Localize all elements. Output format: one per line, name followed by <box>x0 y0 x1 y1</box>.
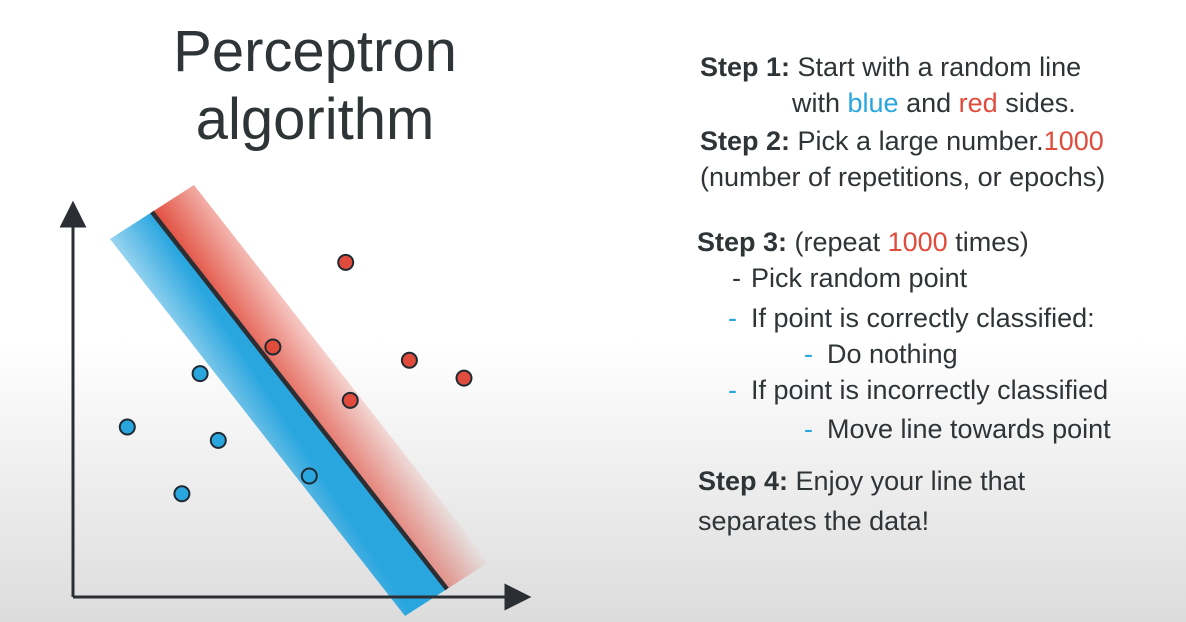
step1-label: Step 1: <box>700 52 791 82</box>
step2-text: Pick a large number. <box>797 126 1044 156</box>
bullet-dash: - <box>728 303 737 333</box>
step2-number: 1000 <box>1043 126 1104 156</box>
step4-label: Step 4: <box>698 466 789 496</box>
red-point <box>455 369 473 387</box>
bullet-dash: - <box>804 339 813 369</box>
step3-item: - If point is incorrectly classified <box>728 373 1108 407</box>
item-text: If point is correctly classified: <box>751 303 1095 333</box>
red-word: red <box>958 88 998 118</box>
blue-point <box>300 467 318 485</box>
step4-text: Enjoy your line that <box>795 466 1026 496</box>
step1-with: with <box>792 88 841 118</box>
step3-pre: (repeat <box>794 227 881 257</box>
step2-line-1: Step 2: Pick a large number.1000 <box>700 124 1104 158</box>
blue-side-band <box>110 212 447 616</box>
step1-and: and <box>906 88 952 118</box>
slide-title: Perceptron algorithm <box>120 18 510 154</box>
step1-sides: sides. <box>1005 88 1076 118</box>
red-point <box>264 338 282 356</box>
bullet-dash: - <box>728 375 737 405</box>
blue-point <box>118 418 136 436</box>
step3-item: - Move line towards point <box>804 412 1111 446</box>
data-points <box>118 253 473 503</box>
step2-label: Step 2: <box>700 126 791 156</box>
step1-line-2: with blue and red sides. <box>792 86 1076 120</box>
step3-post: times) <box>955 227 1029 257</box>
blue-point <box>209 431 227 449</box>
item-text: Do nothing <box>827 339 958 369</box>
title-line-2: algorithm <box>195 87 435 152</box>
title-line-1: Perceptron <box>173 19 457 84</box>
step4-line-1: Step 4: Enjoy your line that <box>698 464 1025 498</box>
step3-number: 1000 <box>887 227 948 257</box>
blue-point <box>191 365 209 383</box>
step1-line-1: Step 1: Start with a random line <box>700 50 1081 84</box>
item-text: Move line towards point <box>827 414 1111 444</box>
red-point <box>400 351 418 369</box>
bullet-dash: - <box>804 414 813 444</box>
decision-line <box>150 210 449 591</box>
step2-note: (number of repetitions, or epochs) <box>700 162 1106 192</box>
step3-item: - Pick random point <box>732 261 967 295</box>
step3-item: - Do nothing <box>804 337 958 371</box>
red-point <box>341 391 359 409</box>
red-point <box>337 253 355 271</box>
blue-word: blue <box>847 88 899 118</box>
blue-point <box>173 485 191 503</box>
step1-text: Start with a random line <box>797 52 1082 82</box>
step3-item: - If point is correctly classified: <box>728 301 1095 335</box>
step3-label: Step 3: <box>697 227 788 257</box>
bullet-dash: - <box>732 263 741 293</box>
step4-line-2: separates the data! <box>698 506 930 536</box>
item-text: Pick random point <box>751 263 968 293</box>
step3-line: Step 3: (repeat 1000 times) <box>697 225 1029 259</box>
red-side-band <box>152 185 489 589</box>
item-text: If point is incorrectly classified <box>751 375 1109 405</box>
